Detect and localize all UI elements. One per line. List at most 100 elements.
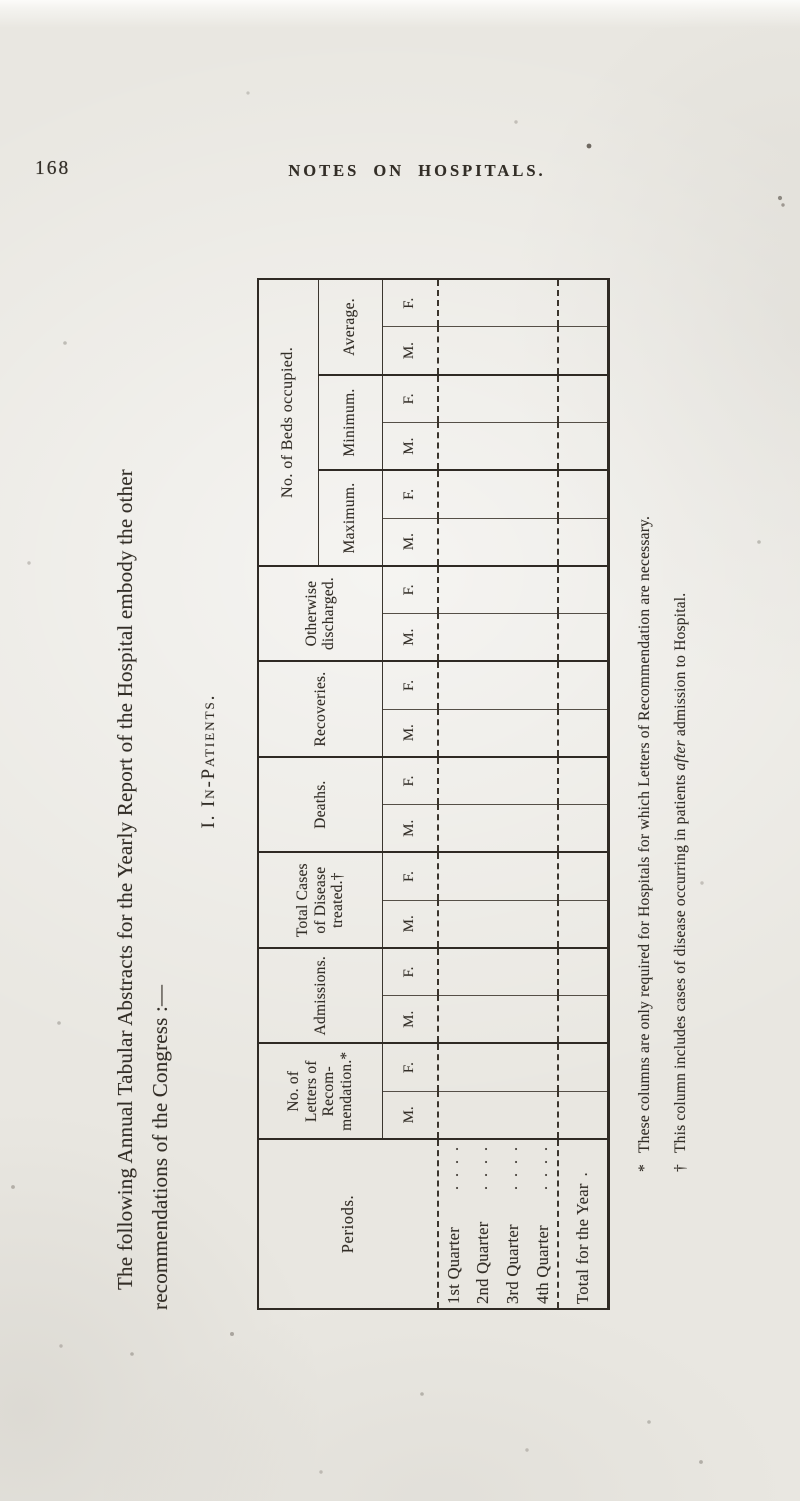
empty-data-cell xyxy=(468,374,498,423)
empty-data-cell xyxy=(528,947,558,996)
sex-header-f: F. xyxy=(382,661,438,710)
empty-data-cell xyxy=(468,1043,498,1092)
empty-data-cell xyxy=(558,470,608,519)
intro-paragraph-line2: recommendations of the Congress :— xyxy=(148,984,172,1310)
empty-data-cell xyxy=(438,326,468,375)
empty-data-cell xyxy=(438,709,468,757)
empty-data-cell xyxy=(498,279,528,327)
empty-data-cell xyxy=(498,900,528,948)
empty-data-cell xyxy=(498,709,528,757)
empty-data-cell xyxy=(528,756,558,805)
empty-data-cell xyxy=(528,900,558,948)
empty-data-cell xyxy=(558,661,608,710)
leader-dots: . . . . xyxy=(504,1147,521,1190)
empty-data-cell xyxy=(438,756,468,805)
empty-data-cell xyxy=(438,565,468,614)
empty-data-cell xyxy=(468,422,498,471)
empty-data-cell xyxy=(528,1043,558,1092)
footnote-letters: * These columns are only required for Hos… xyxy=(636,292,654,1172)
empty-data-cell xyxy=(468,900,498,948)
empty-data-cell xyxy=(438,661,468,710)
empty-data-cell xyxy=(498,374,528,423)
empty-data-cell xyxy=(438,852,468,901)
empty-data-cell xyxy=(438,947,468,996)
sex-header-f: F. xyxy=(382,756,438,805)
periods-column-header: Periods. xyxy=(258,1139,438,1309)
empty-data-cell xyxy=(438,374,468,423)
empty-data-cell xyxy=(558,613,608,662)
empty-data-cell xyxy=(528,518,558,566)
empty-data-cell xyxy=(498,1091,528,1139)
empty-data-cell xyxy=(498,422,528,471)
sex-header-f: F. xyxy=(382,565,438,614)
empty-data-cell xyxy=(528,279,558,327)
empty-data-cell xyxy=(468,518,498,566)
quarter-row: 4th Quarter. . . . xyxy=(528,279,558,1309)
empty-data-cell xyxy=(498,804,528,853)
sex-header-m: M. xyxy=(382,518,438,566)
in-patients-form-table: Periods. No. of Letters of Recom- mendat… xyxy=(257,278,610,1310)
col-group-recoveries: Recoveries. xyxy=(258,661,382,757)
sex-header-m: M. xyxy=(382,422,438,471)
empty-data-cell xyxy=(528,1091,558,1139)
sex-header-m: M. xyxy=(382,326,438,375)
empty-data-cell xyxy=(438,995,468,1044)
empty-data-cell xyxy=(468,709,498,757)
col-group-letters-of-recommendation: No. of Letters of Recom- mendation.* xyxy=(258,1043,382,1139)
empty-data-cell xyxy=(438,900,468,948)
footnote-text: This column includes cases of disease oc… xyxy=(672,770,689,1154)
empty-data-cell xyxy=(558,709,608,757)
sex-header-f: F. xyxy=(382,947,438,996)
leader-dots: . . . . xyxy=(444,1147,462,1190)
empty-data-cell xyxy=(498,756,528,805)
empty-data-cell xyxy=(558,995,608,1044)
empty-data-cell xyxy=(558,756,608,805)
empty-data-cell xyxy=(468,279,498,327)
table-body: 1st Quarter. . . . 2nd Quarter. . . . 3rd … xyxy=(438,279,608,1309)
empty-data-cell xyxy=(528,852,558,901)
empty-data-cell xyxy=(558,852,608,901)
empty-data-cell xyxy=(498,565,528,614)
row-label-cell: 3rd Quarter. . . . xyxy=(498,1139,528,1309)
footnote-total-cases: † This column includes cases of disease o… xyxy=(672,292,690,1172)
empty-data-cell xyxy=(468,613,498,662)
empty-data-cell xyxy=(438,279,468,327)
subgroup-average: Average. xyxy=(318,279,382,375)
empty-data-cell xyxy=(468,852,498,901)
empty-data-cell xyxy=(528,565,558,614)
rotated-content-block: The following Annual Tabular Abstracts f… xyxy=(110,270,710,1318)
empty-data-cell xyxy=(528,422,558,471)
subgroup-maximum: Maximum. xyxy=(318,470,382,566)
empty-data-cell xyxy=(528,661,558,710)
sex-header-m: M. xyxy=(382,995,438,1044)
empty-data-cell xyxy=(528,326,558,375)
empty-data-cell xyxy=(528,613,558,662)
empty-data-cell xyxy=(468,804,498,853)
row-label-cell: 4th Quarter. . . . xyxy=(528,1139,558,1309)
empty-data-cell xyxy=(528,804,558,853)
sex-header-m: M. xyxy=(382,900,438,948)
empty-data-cell xyxy=(468,995,498,1044)
quarter-row: 3rd Quarter. . . . xyxy=(498,279,528,1309)
footnote-italic: after xyxy=(672,740,689,771)
empty-data-cell xyxy=(438,1091,468,1139)
empty-data-cell xyxy=(468,756,498,805)
intro-paragraph-line1: The following Annual Tabular Abstracts f… xyxy=(113,469,137,1290)
empty-data-cell xyxy=(468,470,498,519)
row-label-cell: 1st Quarter. . . . xyxy=(438,1139,468,1309)
empty-data-cell xyxy=(558,1043,608,1092)
col-group-admissions: Admissions. xyxy=(258,947,382,1044)
footnote-text: These columns are only required for Hosp… xyxy=(636,515,653,1154)
empty-data-cell xyxy=(438,422,468,471)
empty-data-cell xyxy=(528,709,558,757)
sex-header-f: F. xyxy=(382,852,438,901)
quarter-row: 2nd Quarter. . . . xyxy=(468,279,498,1309)
row-label-cell: 2nd Quarter. . . . xyxy=(468,1139,498,1309)
empty-data-cell xyxy=(558,518,608,566)
empty-data-cell xyxy=(468,661,498,710)
empty-data-cell xyxy=(498,852,528,901)
subgroup-minimum: Minimum. xyxy=(318,374,382,471)
col-group-beds-occupied: No. of Beds occupied. xyxy=(258,279,318,566)
row-label-cell: Total for the Year. xyxy=(558,1139,608,1309)
